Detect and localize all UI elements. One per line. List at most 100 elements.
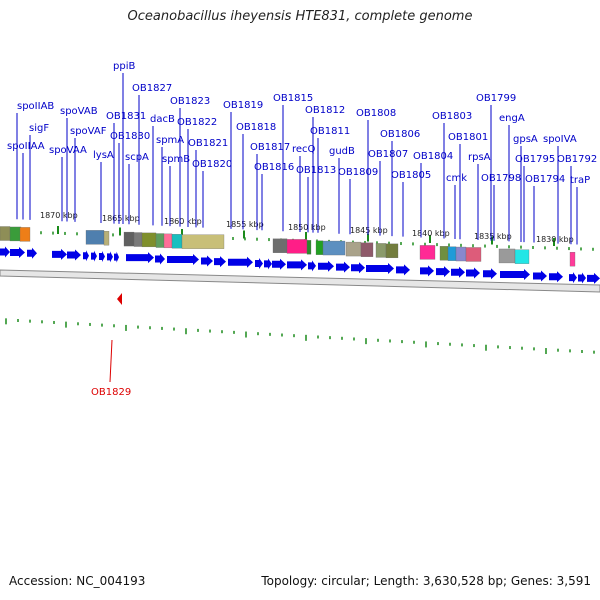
- gene-arrow-forward[interactable]: [533, 270, 547, 282]
- gene-label[interactable]: dacB: [150, 114, 175, 125]
- gene-arrow-forward[interactable]: [52, 248, 67, 260]
- gene-block[interactable]: [514, 249, 530, 264]
- gene-block[interactable]: [455, 246, 467, 262]
- gene-label[interactable]: OB1816: [254, 162, 294, 173]
- gene-label[interactable]: OB1831: [106, 111, 146, 122]
- gene-label[interactable]: sigF: [29, 123, 49, 134]
- gene-arrow-forward[interactable]: [500, 269, 530, 280]
- gene-block[interactable]: [181, 234, 225, 249]
- gene-label[interactable]: OB1798: [481, 173, 521, 184]
- gene-label[interactable]: gudB: [329, 146, 355, 157]
- gene-block[interactable]: [133, 232, 143, 247]
- red-marker[interactable]: [117, 293, 122, 305]
- gene-label[interactable]: OB1813: [296, 165, 336, 176]
- gene-block[interactable]: [286, 239, 308, 254]
- gene-block[interactable]: [163, 233, 173, 249]
- gene-label[interactable]: OB1812: [305, 105, 345, 116]
- gene-arrow-forward[interactable]: [126, 252, 154, 264]
- gene-label[interactable]: OB1804: [413, 151, 453, 162]
- gene-label[interactable]: OB1807: [368, 149, 408, 160]
- gene-block[interactable]: [272, 238, 288, 253]
- gene-block[interactable]: [155, 233, 165, 248]
- gene-label[interactable]: OB1806: [380, 129, 420, 140]
- gene-arrow-forward[interactable]: [228, 256, 253, 268]
- gene-label[interactable]: OB1795: [515, 154, 555, 165]
- red-gene-label[interactable]: OB1829: [91, 387, 131, 398]
- gene-arrow-forward[interactable]: [549, 271, 563, 283]
- gene-label[interactable]: ppiB: [113, 61, 135, 72]
- gene-label[interactable]: OB1801: [448, 132, 488, 143]
- gene-label[interactable]: recQ: [292, 144, 316, 155]
- gene-label[interactable]: OB1799: [476, 93, 516, 104]
- gene-label[interactable]: scpA: [125, 152, 149, 163]
- gene-arrow-forward[interactable]: [0, 246, 10, 258]
- gene-label[interactable]: spmA: [156, 135, 184, 146]
- gene-label[interactable]: OB1817: [250, 142, 290, 153]
- gene-label[interactable]: OB1830: [110, 131, 150, 142]
- gene-label[interactable]: spmB: [162, 154, 190, 165]
- gene-block[interactable]: [465, 247, 482, 262]
- gene-block[interactable]: [322, 240, 346, 256]
- gene-arrow-forward[interactable]: [201, 255, 213, 267]
- gene-label[interactable]: OB1808: [356, 108, 396, 119]
- gene-block[interactable]: [375, 243, 387, 258]
- gene-arrow-forward[interactable]: [114, 251, 119, 263]
- gene-arrow-forward[interactable]: [167, 254, 199, 266]
- gene-block[interactable]: [360, 242, 374, 257]
- gene-block[interactable]: [315, 240, 324, 255]
- gene-arrow-forward[interactable]: [255, 257, 263, 269]
- gene-arrow-forward[interactable]: [99, 250, 105, 262]
- gene-block[interactable]: [498, 248, 516, 264]
- gene-arrow-forward[interactable]: [587, 272, 600, 284]
- gene-label[interactable]: OB1815: [273, 93, 313, 104]
- gene-label[interactable]: OB1809: [338, 167, 378, 178]
- gene-block[interactable]: [19, 227, 31, 242]
- gene-arrow-forward[interactable]: [155, 253, 165, 265]
- gene-arrow-forward[interactable]: [420, 265, 434, 277]
- gene-arrow-forward[interactable]: [578, 272, 586, 284]
- gene-label[interactable]: OB1794: [525, 174, 565, 185]
- gene-label[interactable]: spoVAF: [70, 126, 107, 137]
- gene-label[interactable]: OB1822: [177, 117, 217, 128]
- gene-label[interactable]: lysA: [93, 150, 114, 161]
- gene-arrow-forward[interactable]: [483, 268, 497, 280]
- gene-block[interactable]: [141, 232, 157, 248]
- gene-arrow-forward[interactable]: [287, 259, 307, 271]
- gene-block[interactable]: [439, 246, 449, 261]
- gene-label[interactable]: spoIIAA: [7, 141, 45, 152]
- gene-label[interactable]: OB1823: [170, 96, 210, 107]
- gene-label[interactable]: OB1819: [223, 100, 263, 111]
- gene-block[interactable]: [447, 246, 457, 261]
- gene-arrow-forward[interactable]: [336, 261, 350, 273]
- gene-label[interactable]: OB1820: [192, 159, 232, 170]
- gene-block[interactable]: [306, 240, 312, 255]
- gene-label[interactable]: engA: [499, 113, 525, 124]
- gene-block[interactable]: [569, 251, 576, 267]
- gene-arrow-forward[interactable]: [569, 272, 577, 284]
- gene-label[interactable]: spoVAA: [49, 145, 87, 156]
- gene-block[interactable]: [385, 243, 399, 259]
- gene-label[interactable]: OB1805: [391, 170, 431, 181]
- gene-arrow-forward[interactable]: [466, 267, 480, 279]
- gene-arrow-forward[interactable]: [272, 258, 286, 270]
- gene-block[interactable]: [85, 230, 105, 245]
- gene-block[interactable]: [419, 245, 436, 260]
- gene-label[interactable]: rpsA: [468, 152, 491, 163]
- gene-arrow-forward[interactable]: [10, 246, 25, 258]
- gene-label[interactable]: spoVAB: [60, 106, 98, 117]
- gene-label[interactable]: spoIIAB: [17, 101, 54, 112]
- gene-arrow-forward[interactable]: [308, 260, 316, 272]
- gene-label[interactable]: OB1818: [236, 122, 276, 133]
- gene-arrow-forward[interactable]: [366, 262, 394, 274]
- gene-label[interactable]: spoIVA: [543, 134, 577, 145]
- gene-arrow-forward[interactable]: [318, 260, 334, 272]
- gene-arrow-forward[interactable]: [91, 250, 97, 262]
- gene-arrow-forward[interactable]: [214, 256, 226, 268]
- gene-block[interactable]: [9, 226, 22, 242]
- gene-arrow-forward[interactable]: [264, 258, 272, 270]
- gene-arrow-forward[interactable]: [351, 262, 365, 274]
- gene-label[interactable]: gpsA: [513, 134, 538, 145]
- gene-block[interactable]: [103, 231, 110, 246]
- gene-label[interactable]: OB1803: [432, 111, 472, 122]
